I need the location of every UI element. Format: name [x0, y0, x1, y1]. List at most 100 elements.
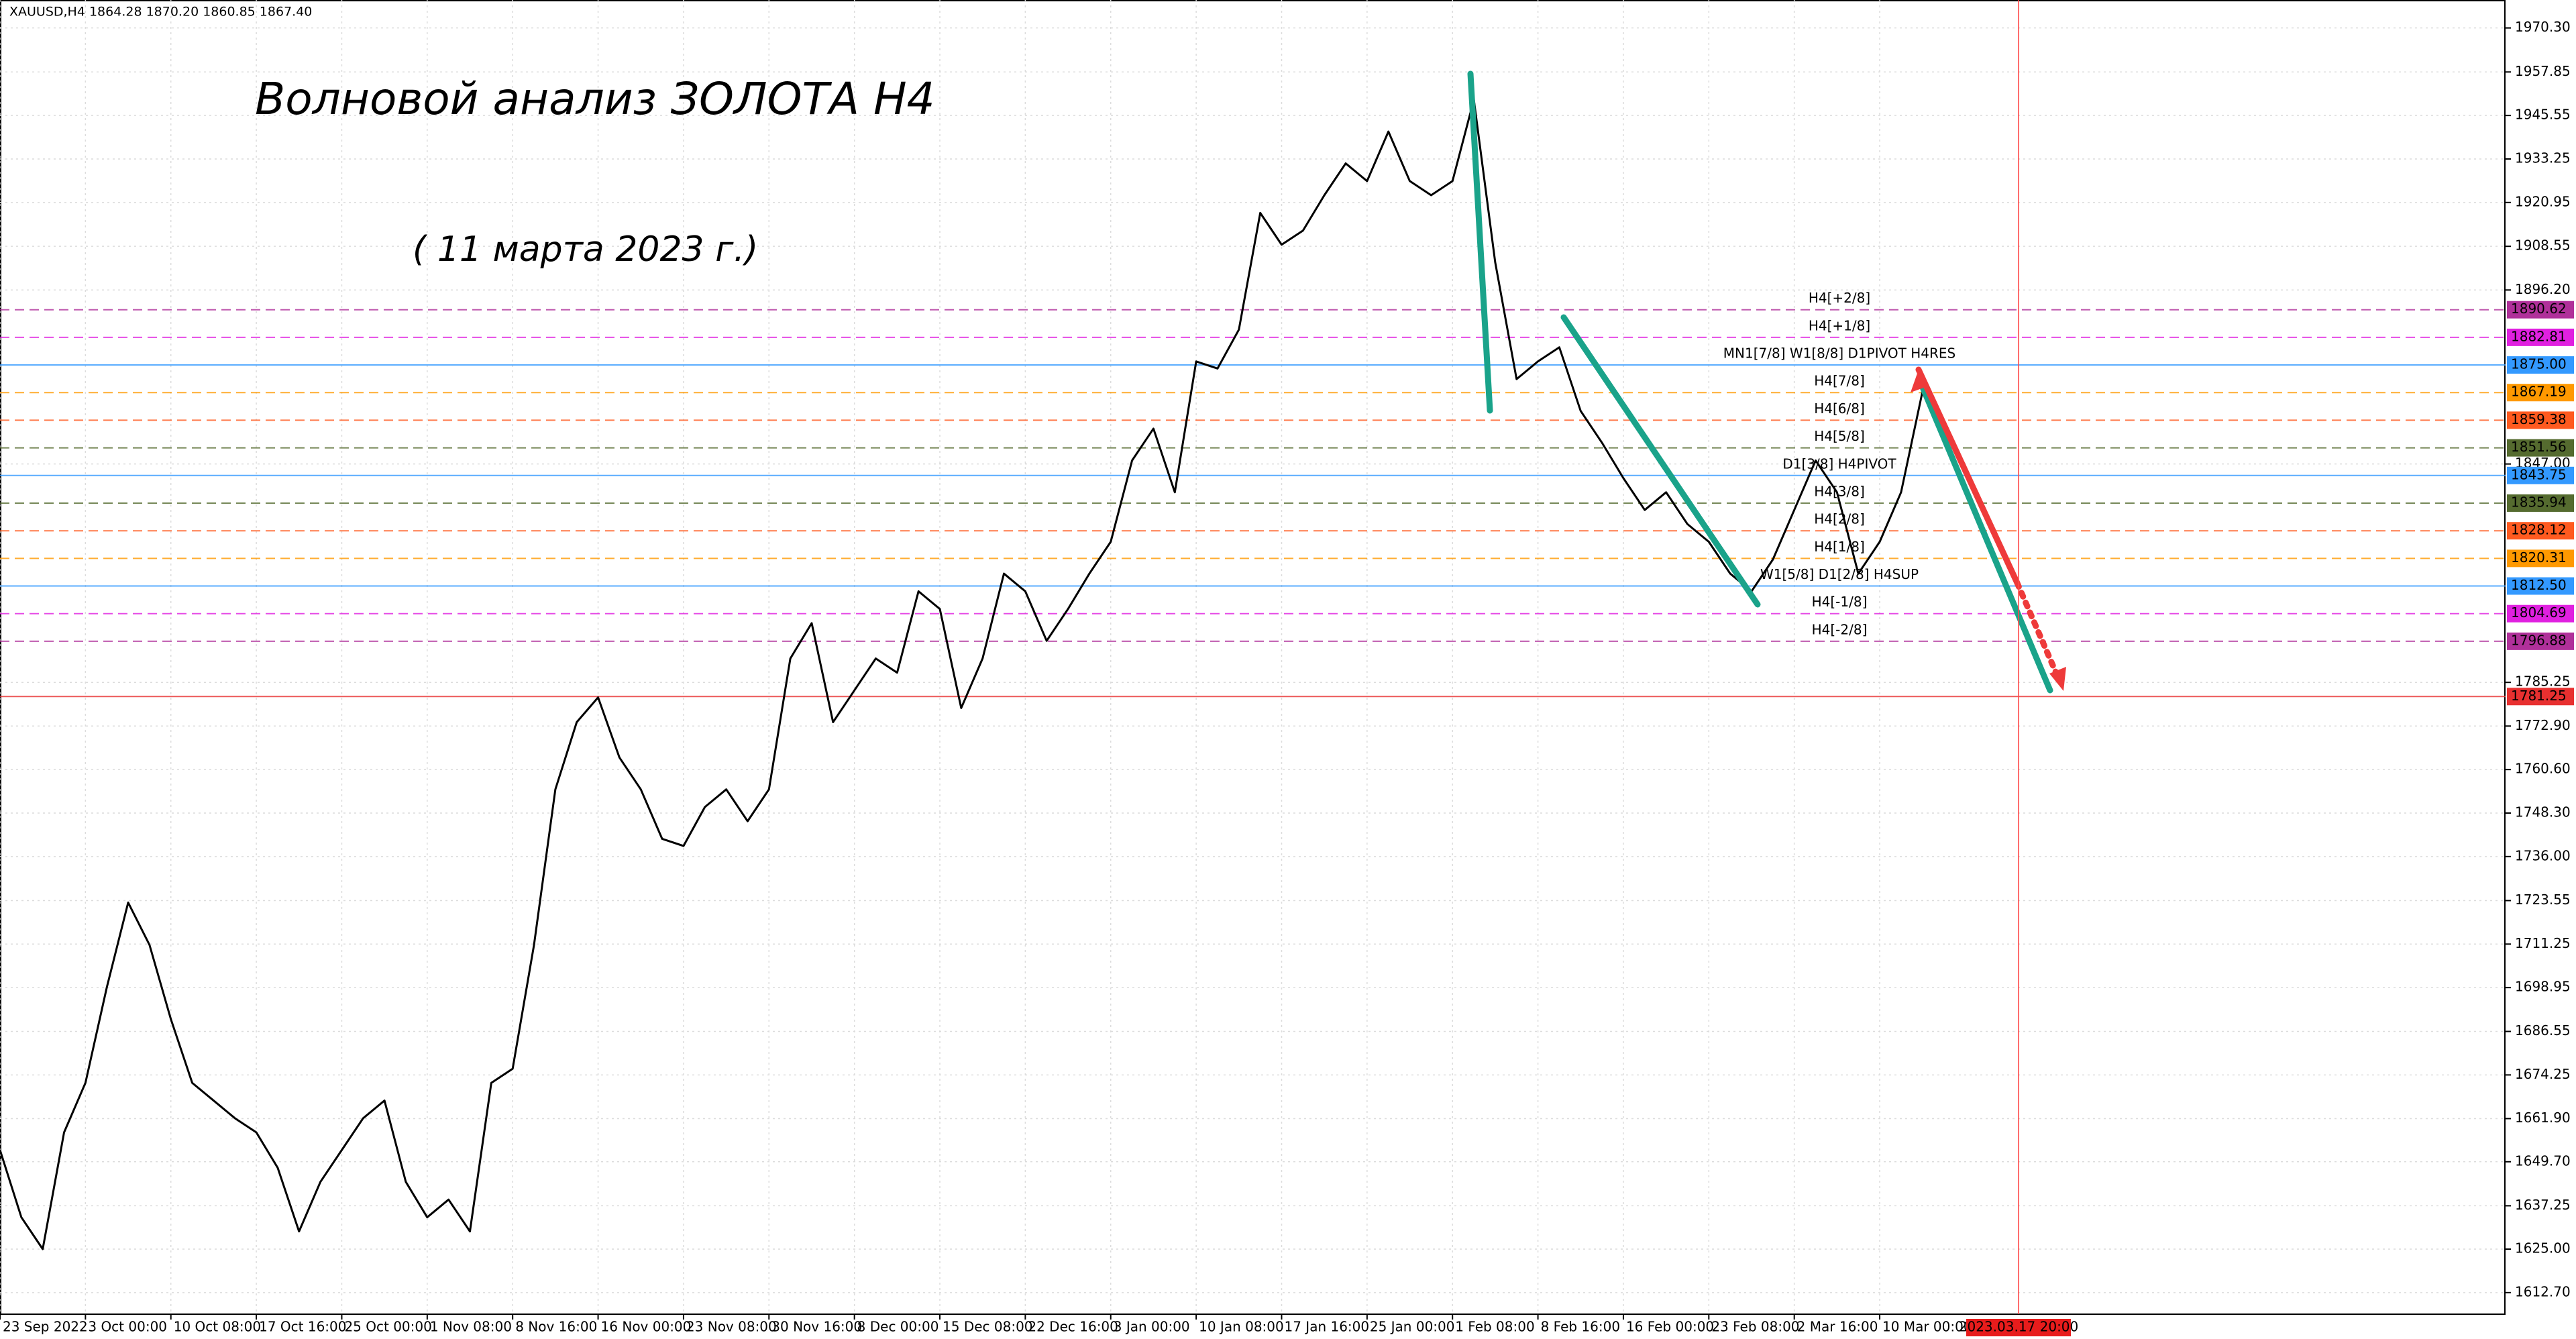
price-tag-label: 1812.50: [2511, 577, 2567, 593]
y-tick-label: 1649.70: [2515, 1153, 2571, 1169]
level-label: H4[3/8]: [1814, 483, 1865, 499]
y-tick-label: 1674.25: [2515, 1066, 2571, 1082]
time-marker-tag: [1966, 1319, 2072, 1336]
grid: [0, 0, 2506, 1314]
wave-line: [2014, 580, 2061, 681]
price-tag: [2507, 439, 2574, 457]
level-label: H4[+1/8]: [1809, 317, 1870, 333]
level-label: H4[-1/8]: [1812, 594, 1868, 610]
y-tick-label: 1957.85: [2515, 63, 2571, 79]
x-tick-label: 30 Nov 16:00: [771, 1319, 862, 1335]
price-tag-label: 1859.38: [2511, 411, 2567, 427]
wave-line: [1467, 70, 1493, 414]
x-tick-label: 17 Jan 16:00: [1284, 1319, 1369, 1335]
wave-line: [1560, 314, 1761, 608]
y-tick-label: 1760.60: [2515, 761, 2571, 777]
x-tick-label: 8 Dec 00:00: [857, 1319, 939, 1335]
price-tag-label: 1804.69: [2511, 604, 2567, 621]
y-tick-label: 1785.25: [2515, 674, 2571, 690]
y-tick-label: 1723.55: [2515, 892, 2571, 908]
x-tick-label: 16 Nov 00:00: [601, 1319, 692, 1335]
chart-title: Волновой анализ ЗОЛОТА H4: [255, 73, 935, 125]
x-tick-label: 1 Nov 08:00: [430, 1319, 512, 1335]
time-marker-label: 2023.03.17 20:00: [1959, 1319, 2079, 1335]
chart-subtitle: ( 11 марта 2023 г.): [413, 229, 758, 270]
wave-line: [1919, 382, 2053, 694]
price-tag: [2507, 549, 2574, 568]
price-tag: [2507, 522, 2574, 540]
y-tick-label: 1920.95: [2515, 193, 2571, 209]
level-label: H4[5/8]: [1814, 428, 1865, 444]
y-tick-label: 1661.90: [2515, 1110, 2571, 1126]
x-tick-label: 17 Oct 16:00: [259, 1319, 346, 1335]
price-tag: [2507, 301, 2574, 319]
wave-line: [1915, 366, 2021, 586]
price-tag-label: 1796.88: [2511, 632, 2567, 648]
x-tick-label: 3 Jan 00:00: [1114, 1319, 1190, 1335]
y-tick-label: 1637.25: [2515, 1197, 2571, 1213]
y-tick-label: 1748.30: [2515, 804, 2571, 820]
price-tag-label: 1851.56: [2511, 439, 2567, 455]
x-tick-label: 1 Feb 08:00: [1455, 1319, 1535, 1335]
arrow-head: [2049, 667, 2066, 691]
x-tick-label: 10 Mar 00:00: [1882, 1319, 1972, 1335]
plot-frame: [0, 0, 2506, 1315]
x-tick-label: 16 Feb 00:00: [1626, 1319, 1714, 1335]
price-tag: [2507, 384, 2574, 402]
level-label: H4[1/8]: [1814, 539, 1865, 555]
level-label: H4[-2/8]: [1812, 621, 1868, 637]
price-tag: [2507, 577, 2574, 595]
price-tag: [2507, 411, 2574, 429]
price-tag-label: 1820.31: [2511, 549, 2567, 566]
price-tag: [2507, 604, 2574, 623]
x-tick-label: 23 Nov 08:00: [686, 1319, 777, 1335]
x-tick-label: 3 Oct 00:00: [88, 1319, 167, 1335]
level-label: H4[2/8]: [1814, 511, 1865, 527]
price-tag-label: 1890.62: [2511, 301, 2567, 317]
y-tick-label: 1772.90: [2515, 717, 2571, 733]
y-tick-label: 1612.70: [2515, 1283, 2571, 1299]
price-tag-label: 1781.25: [2511, 688, 2567, 704]
x-tick-label: 22 Dec 16:00: [1028, 1319, 1118, 1335]
price-tag-label: 1843.75: [2511, 466, 2567, 482]
wave-annotations: [1467, 70, 2066, 694]
x-tick-label: 10 Oct 08:00: [174, 1319, 261, 1335]
y-tick-label: 1711.25: [2515, 935, 2571, 951]
price-tag-label: 1867.19: [2511, 384, 2567, 400]
price-tag-label: 1882.81: [2511, 328, 2567, 344]
y-tick-label: 1698.95: [2515, 979, 2571, 995]
price-tag: [2507, 688, 2574, 706]
x-tick-label: 10 Jan 08:00: [1199, 1319, 1284, 1335]
price-tag-label: 1875.00: [2511, 356, 2567, 372]
y-tick-label: 1625.00: [2515, 1240, 2571, 1256]
y-tick-label: 1933.25: [2515, 150, 2571, 166]
x-tick-label: 25 Oct 00:00: [344, 1319, 431, 1335]
price-tag: [2507, 632, 2574, 650]
arrow-head: [1911, 370, 1929, 392]
x-tick-label: 15 Dec 08:00: [943, 1319, 1033, 1335]
y-tick-label: 1945.55: [2515, 107, 2571, 123]
price-tag-label: 1828.12: [2511, 522, 2567, 538]
y-tick-label: 1896.20: [2515, 281, 2571, 297]
header: XAUUSD,H4 1864.28 1870.20 1860.85 1867.4…: [9, 5, 312, 19]
x-tick-label: 8 Nov 16:00: [515, 1319, 597, 1335]
price-tag-label: 1835.94: [2511, 494, 2567, 510]
level-label: H4[6/8]: [1814, 400, 1865, 417]
price-tag: [2507, 466, 2574, 484]
level-label: W1[5/8] D1[2/8] H4SUP: [1760, 566, 1919, 582]
y-tick-label: 1908.55: [2515, 237, 2571, 254]
price-tag: [2507, 328, 2574, 346]
x-tick-label: 2 Mar 16:00: [1797, 1319, 1878, 1335]
price-tag: [2507, 356, 2574, 374]
price-line: [0, 99, 1924, 1250]
series: [0, 99, 1924, 1250]
x-tick-label: 25 Jan 00:00: [1370, 1319, 1455, 1335]
x-tick-label: 8 Feb 16:00: [1541, 1319, 1621, 1335]
price-tag: [2507, 494, 2574, 512]
level-label: D1[3/8] H4PIVOT: [1782, 456, 1896, 472]
x-tick-label: 23 Sep 2022: [3, 1319, 88, 1335]
y-tick-label: 1736.00: [2515, 847, 2571, 863]
